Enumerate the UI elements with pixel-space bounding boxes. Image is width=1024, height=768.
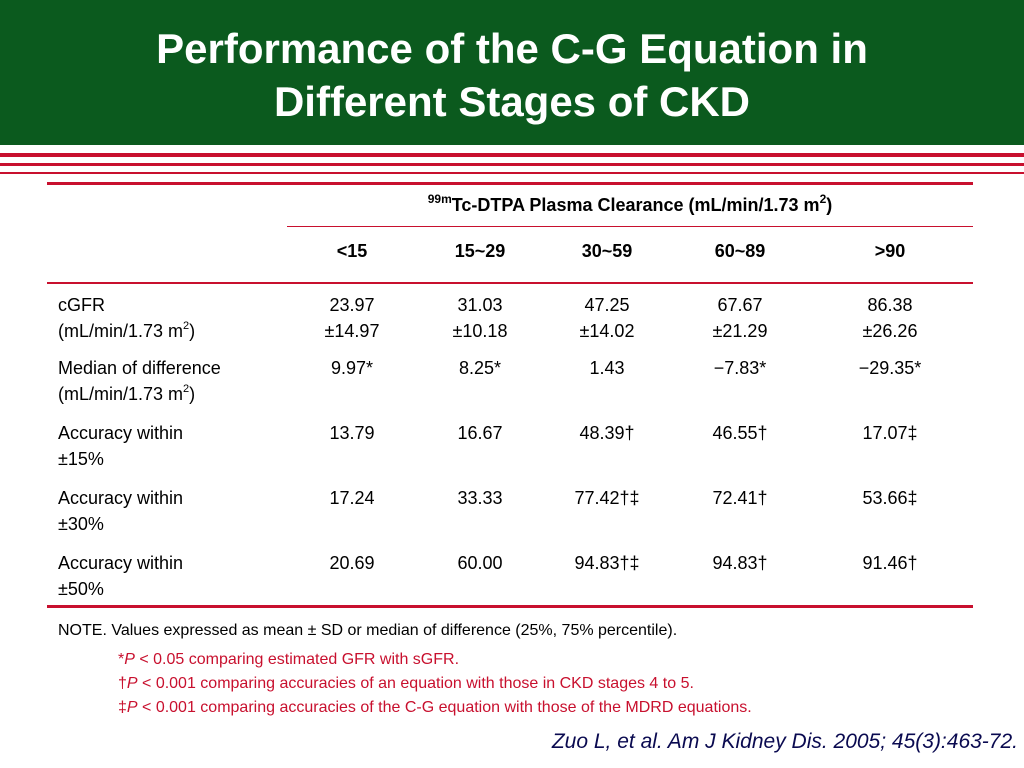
table-cell: 16.67 (457, 423, 503, 443)
table-cell: 8.25* (458, 358, 502, 378)
table-cell: 91.46† (862, 553, 918, 573)
column-header: 30~59 (581, 241, 633, 261)
table-cell: 72.41† (712, 488, 768, 508)
header-superscript: 99m (427, 192, 452, 206)
table-cell: 13.79 (329, 423, 375, 443)
header-text: Tc-DTPA Plasma Clearance (mL/min/1.73 m (451, 195, 820, 215)
footnote: ‡P < 0.001 comparing accuracies of the C… (118, 699, 752, 716)
column-header: >90 (874, 241, 906, 261)
footnote: †P < 0.001 comparing accuracies of an eq… (118, 675, 694, 692)
table-cell: 17.07‡ (862, 423, 918, 443)
table-cell: 17.24 (329, 488, 375, 508)
table-cell: −29.35* (858, 358, 922, 378)
table-cell: 94.83†‡ (574, 553, 640, 573)
title-banner (0, 0, 1024, 145)
row-label-line: (mL/min/1.73 m2) (58, 383, 196, 405)
row-label-line: Median of difference (58, 358, 221, 378)
table-header-title: 99mTc-DTPA Plasma Clearance (mL/min/1.73… (287, 192, 973, 218)
table-cell: 60.00 (457, 553, 503, 573)
table-cell: 53.66‡ (862, 488, 918, 508)
row-label-line: Accuracy within (58, 488, 184, 508)
row-label: Median of difference (mL/min/1.73 m2) (58, 355, 288, 407)
row-label-line: ±15% (58, 449, 104, 469)
row-label: Accuracy within ±50% (58, 550, 288, 602)
table-cell: 48.39† (579, 423, 635, 443)
table-cell: 31.03 ±10.18 (452, 295, 508, 341)
header-close-paren: ) (826, 195, 833, 215)
header-unit-superscript: 2 (819, 192, 827, 206)
decorative-stripe (0, 153, 1024, 157)
citation: Zuo L, et al. Am J Kidney Dis. 2005; 45(… (551, 730, 1018, 753)
table-cell: −7.83* (713, 358, 767, 378)
table-cell: 46.55† (712, 423, 768, 443)
row-label-line: (mL/min/1.73 m2) (58, 320, 196, 342)
row-label-line: Accuracy within (58, 423, 184, 443)
header-divider (287, 226, 973, 227)
column-header: 15~29 (454, 241, 506, 261)
table-cell: 33.33 (457, 488, 503, 508)
table-cell: 20.69 (329, 553, 375, 573)
table-cell: 67.67 ±21.29 (712, 295, 768, 341)
column-header: <15 (336, 241, 368, 261)
table-cell: 86.38 ±26.26 (862, 295, 918, 341)
table-cell: 77.42†‡ (574, 488, 640, 508)
row-label: Accuracy within ±15% (58, 420, 288, 472)
column-header: 60~89 (714, 241, 766, 261)
row-label-line: cGFR (58, 295, 105, 315)
row-label: cGFR (mL/min/1.73 m2) (58, 292, 288, 344)
table-cell: 94.83† (712, 553, 768, 573)
row-label-line: ±30% (58, 514, 104, 534)
table-cell: 9.97* (330, 358, 374, 378)
title-line-2: Different Stages of CKD (273, 78, 751, 125)
header-bottom-rule (47, 282, 973, 284)
row-label: Accuracy within ±30% (58, 485, 288, 537)
table-top-rule (47, 182, 973, 185)
table-bottom-rule (47, 605, 973, 608)
footnote: *P < 0.05 comparing estimated GFR with s… (118, 651, 460, 668)
decorative-stripe (0, 163, 1024, 166)
row-label-line: Accuracy within (58, 553, 184, 573)
table-cell: 23.97 ±14.97 (324, 295, 380, 341)
table-cell: 47.25 ±14.02 (579, 295, 635, 341)
table-cell: 1.43 (589, 358, 625, 378)
decorative-stripe (0, 172, 1024, 174)
title-line-1: Performance of the C-G Equation in (156, 25, 868, 72)
row-label-line: ±50% (58, 579, 104, 599)
table-note: NOTE. Values expressed as mean ± SD or m… (58, 622, 678, 639)
slide-title: Performance of the C-G Equation in Diffe… (0, 22, 1024, 128)
